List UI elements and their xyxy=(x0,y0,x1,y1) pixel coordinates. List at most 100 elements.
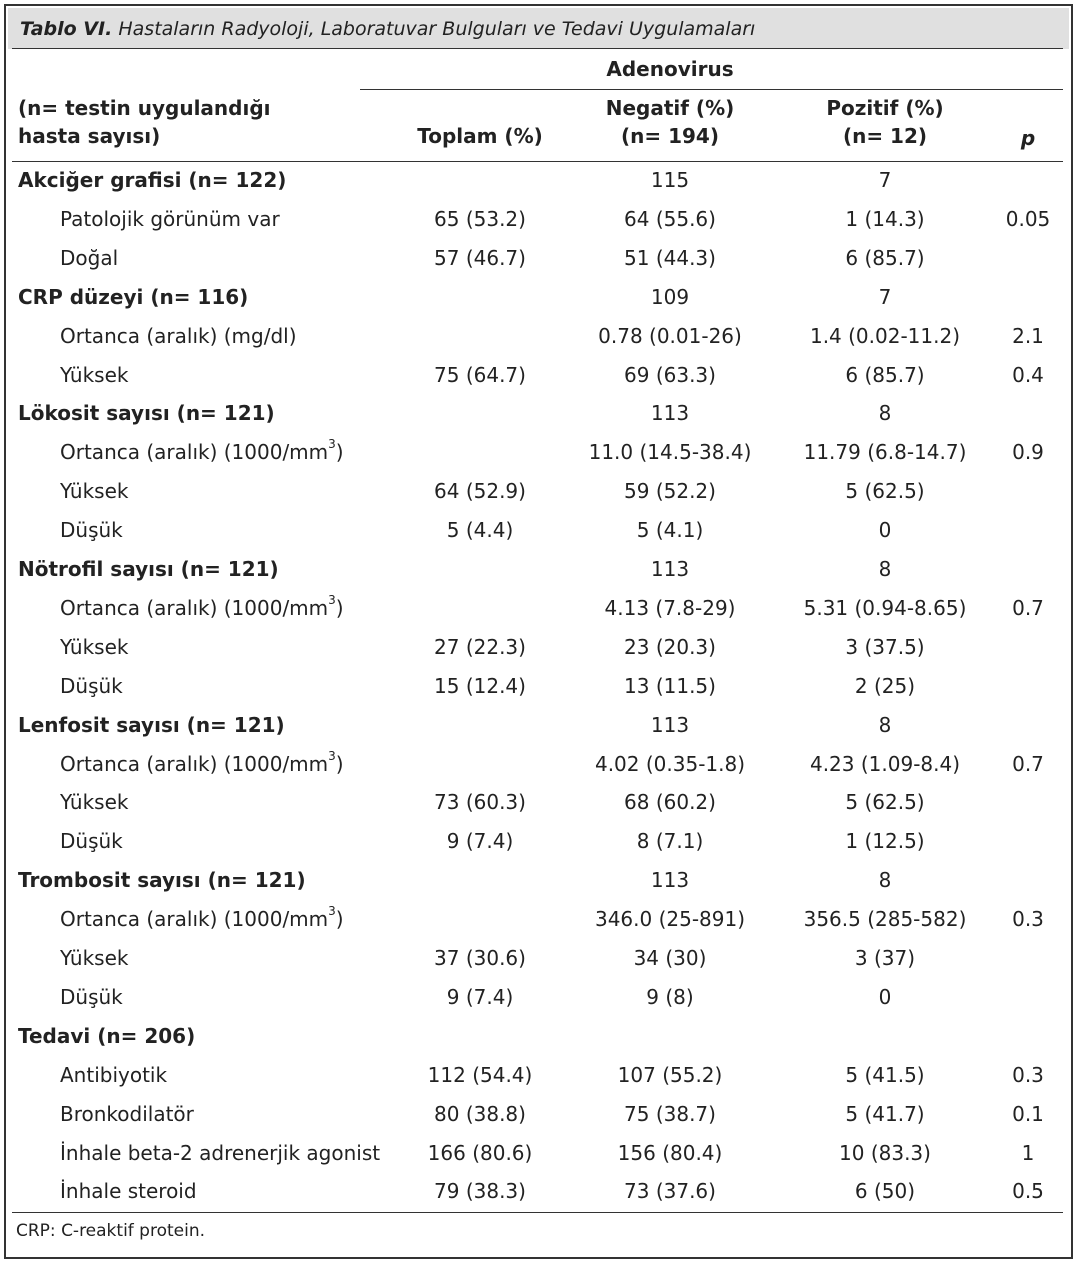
row-label-text: Düşük xyxy=(60,985,123,1009)
positive-header-line2: (n= 12) xyxy=(842,124,928,148)
total-cell: 64 (52.9) xyxy=(434,479,526,503)
row-label-text: Bronkodilatör xyxy=(60,1102,194,1126)
negative-cell: 5 (4.1) xyxy=(636,518,704,542)
negative-header-line2: (n= 194) xyxy=(621,124,719,148)
positive-cell: 0 xyxy=(878,985,892,1009)
negative-cell: 73 (37.6) xyxy=(624,1179,716,1203)
negative-cell: 9 (8) xyxy=(646,985,694,1009)
adenovirus-header: Adenovirus xyxy=(606,57,734,81)
total-cell: 112 (54.4) xyxy=(427,1063,533,1087)
table-caption: Tablo VI. Hastaların Radyoloji, Laboratu… xyxy=(20,18,755,40)
positive-cell: 10 (83.3) xyxy=(839,1141,931,1165)
row-label-text: Ortanca (aralık) (mg/dl) xyxy=(60,324,297,348)
row-label-text: İnhale beta-2 adrenerjik agonist xyxy=(60,1141,381,1165)
row-label: Düşük xyxy=(60,985,123,1009)
positive-cell: 3 (37) xyxy=(854,946,916,970)
row-label-end: ) xyxy=(335,440,344,464)
negative-cell: 59 (52.2) xyxy=(624,479,716,503)
row-label: Yüksek xyxy=(60,946,129,970)
section-label: Akciğer grafisi (n= 122) xyxy=(18,168,286,192)
p-value-cell: 0.7 xyxy=(1012,752,1044,776)
positive-cell: 1.4 (0.02-11.2) xyxy=(809,324,961,348)
row-label: Bronkodilatör xyxy=(60,1102,194,1126)
footnote: CRP: C-reaktif protein. xyxy=(16,1221,206,1241)
negative-cell: 107 (55.2) xyxy=(617,1063,723,1087)
row-label-text: Düşük xyxy=(60,674,123,698)
positive-header-line1: Pozitif (%) xyxy=(826,96,944,120)
negative-cell: 113 xyxy=(650,868,690,892)
row-label: Ortanca (aralık) (1000/mm3) xyxy=(60,437,344,464)
section-label: Lenfosit sayısı (n= 121) xyxy=(18,713,285,737)
negative-cell: 115 xyxy=(650,168,690,192)
total-cell: 9 (7.4) xyxy=(446,985,514,1009)
row-label: İnhale beta-2 adrenerjik agonist xyxy=(60,1141,380,1165)
caption-label: Tablo VI. xyxy=(20,18,113,40)
total-cell: 65 (53.2) xyxy=(434,207,526,231)
row-label-text: Tedavi (n= 206) xyxy=(18,1024,196,1048)
superscript: 3 xyxy=(328,749,336,763)
row-label: Antibiyotik xyxy=(60,1063,167,1087)
negative-cell: 8 (7.1) xyxy=(636,829,704,853)
negative-cell: 23 (20.3) xyxy=(624,635,716,659)
row-label-text: Antibiyotik xyxy=(60,1063,168,1087)
positive-cell: 1 (14.3) xyxy=(845,207,925,231)
row-label-end: ) xyxy=(335,907,344,931)
positive-cell: 7 xyxy=(878,285,892,309)
positive-cell: 3 (37.5) xyxy=(845,635,925,659)
positive-cell: 5 (62.5) xyxy=(845,790,925,814)
row-label-text: İnhale steroid xyxy=(60,1179,197,1203)
superscript: 3 xyxy=(328,593,336,607)
positive-cell: 1 (12.5) xyxy=(845,829,925,853)
superscript: 3 xyxy=(328,437,336,451)
p-value-cell: 0.3 xyxy=(1012,1063,1044,1087)
row-label-text: Yüksek xyxy=(60,363,129,387)
positive-cell: 8 xyxy=(878,401,892,425)
row-label-text: Yüksek xyxy=(60,946,129,970)
row-label-text: Ortanca (aralık) (1000/mm xyxy=(60,752,329,776)
row-label: Düşük xyxy=(60,518,123,542)
positive-cell: 356.5 (285-582) xyxy=(803,907,967,931)
p-value-cell: 0.05 xyxy=(1005,207,1051,231)
negative-cell: 13 (11.5) xyxy=(624,674,716,698)
row-label-text: Akciğer grafisi (n= 122) xyxy=(18,168,287,192)
positive-cell: 5 (62.5) xyxy=(845,479,925,503)
section-label: Nötrofil sayısı (n= 121) xyxy=(18,557,279,581)
row-label: Ortanca (aralık) (1000/mm3) xyxy=(60,593,344,620)
positive-cell: 7 xyxy=(878,168,892,192)
row-label-text: Düşük xyxy=(60,829,123,853)
positive-cell: 8 xyxy=(878,868,892,892)
row-label-end: ) xyxy=(335,752,344,776)
superscript: 3 xyxy=(328,904,336,918)
section-label: Lökosit sayısı (n= 121) xyxy=(18,401,275,425)
total-cell: 27 (22.3) xyxy=(434,635,526,659)
row-label-text: Lenfosit sayısı (n= 121) xyxy=(18,713,285,737)
total-cell: 75 (64.7) xyxy=(434,363,526,387)
total-cell: 5 (4.4) xyxy=(446,518,514,542)
row-label-text: Trombosit sayısı (n= 121) xyxy=(18,868,306,892)
row-label: Ortanca (aralık) (1000/mm3) xyxy=(60,904,344,931)
row-label: Yüksek xyxy=(60,363,129,387)
positive-cell: 6 (85.7) xyxy=(845,246,925,270)
row-label-text: Ortanca (aralık) (1000/mm xyxy=(60,907,329,931)
positive-cell: 8 xyxy=(878,713,892,737)
row-label-text: Nötrofil sayısı (n= 121) xyxy=(18,557,279,581)
positive-cell: 2 (25) xyxy=(854,674,916,698)
group-rule xyxy=(360,89,1063,90)
p-value-cell: 0.4 xyxy=(1012,363,1044,387)
total-cell: 37 (30.6) xyxy=(434,946,526,970)
positive-cell: 5.31 (0.94-8.65) xyxy=(803,596,967,620)
negative-cell: 4.02 (0.35-1.8) xyxy=(594,752,746,776)
row-label-text: Yüksek xyxy=(60,479,129,503)
total-cell: 57 (46.7) xyxy=(434,246,526,270)
row-label-text: Yüksek xyxy=(60,635,129,659)
row-label-text: Lökosit sayısı (n= 121) xyxy=(18,401,275,425)
section-label: CRP düzeyi (n= 116) xyxy=(18,285,248,309)
negative-cell: 64 (55.6) xyxy=(624,207,716,231)
negative-cell: 0.78 (0.01-26) xyxy=(598,324,742,348)
row-label-end: ) xyxy=(335,596,344,620)
p-value-cell: 0.1 xyxy=(1012,1102,1044,1126)
caption-bar: Tablo VI. Hastaların Radyoloji, Laboratu… xyxy=(8,8,1069,49)
negative-cell: 75 (38.7) xyxy=(624,1102,716,1126)
positive-cell: 4.23 (1.09-8.4) xyxy=(809,752,961,776)
row-label: Ortanca (aralık) (mg/dl) xyxy=(60,324,297,348)
